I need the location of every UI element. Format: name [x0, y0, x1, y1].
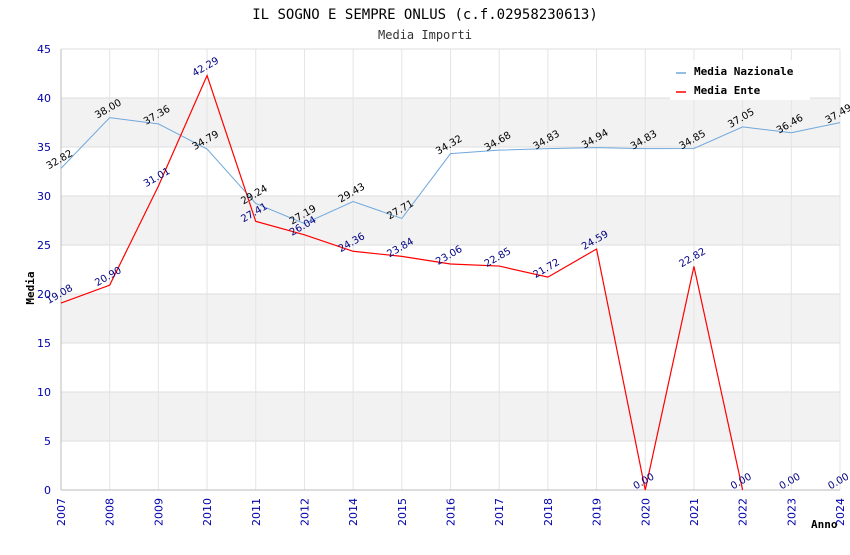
x-tick-label: 2009	[152, 498, 165, 526]
legend-label-media-nazionale: Media Nazionale	[694, 65, 794, 78]
legend-background	[670, 60, 810, 100]
x-tick-label: 2011	[250, 498, 263, 526]
y-axis-label: Media	[24, 271, 37, 304]
x-tick-label: 2023	[785, 498, 798, 526]
x-tick-label: 2007	[55, 498, 68, 526]
y-tick-label: 5	[44, 435, 51, 448]
y-tick-label: 40	[37, 92, 51, 105]
chart-subtitle: Media Importi	[378, 28, 472, 42]
y-tick-label: 25	[37, 239, 51, 252]
x-tick-label: 2017	[493, 498, 506, 526]
y-tick-label: 0	[44, 484, 51, 497]
y-tick-label: 20	[37, 288, 51, 301]
y-tick-label: 35	[37, 141, 51, 154]
x-tick-label: 2024	[834, 498, 847, 526]
legend-label-media-ente: Media Ente	[694, 84, 761, 97]
chart-title: IL SOGNO E SEMPRE ONLUS (c.f.02958230613…	[252, 7, 598, 23]
axes: 0 5 10 15 20 25 30 35 40 45 2007 2008 2009 2010 2011 20…	[37, 43, 847, 526]
x-tick-label: 2010	[201, 498, 214, 526]
x-tick-label: 2015	[396, 498, 409, 526]
x-tick-label: 2020	[639, 498, 652, 526]
series-lines	[60, 73, 841, 491]
y-tick-label: 15	[37, 337, 51, 350]
x-tick-label: 2012	[298, 498, 311, 526]
x-tick-label: 2022	[737, 498, 750, 526]
series-line-media-ente	[60, 73, 744, 491]
x-tick-label: 2019	[591, 498, 604, 526]
y-tick-label: 45	[37, 43, 51, 56]
x-tick-label: 2008	[104, 498, 117, 526]
y-tick-label: 10	[37, 386, 51, 399]
x-tick-label: 2014	[347, 498, 360, 526]
x-tick-label: 2021	[688, 498, 701, 526]
x-axis-label: Anno	[811, 518, 838, 531]
y-tick-label: 30	[37, 190, 51, 203]
legend: Media Nazionale Media Ente	[670, 60, 810, 100]
x-tick-label: 2018	[542, 498, 555, 526]
series-line-media-nazionale	[60, 117, 841, 225]
x-tick-label: 2016	[445, 498, 458, 526]
